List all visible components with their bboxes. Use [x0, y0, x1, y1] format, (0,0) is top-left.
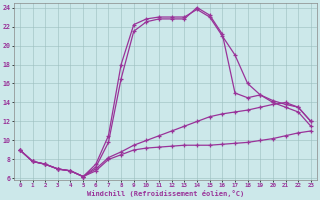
X-axis label: Windchill (Refroidissement éolien,°C): Windchill (Refroidissement éolien,°C)	[87, 190, 244, 197]
